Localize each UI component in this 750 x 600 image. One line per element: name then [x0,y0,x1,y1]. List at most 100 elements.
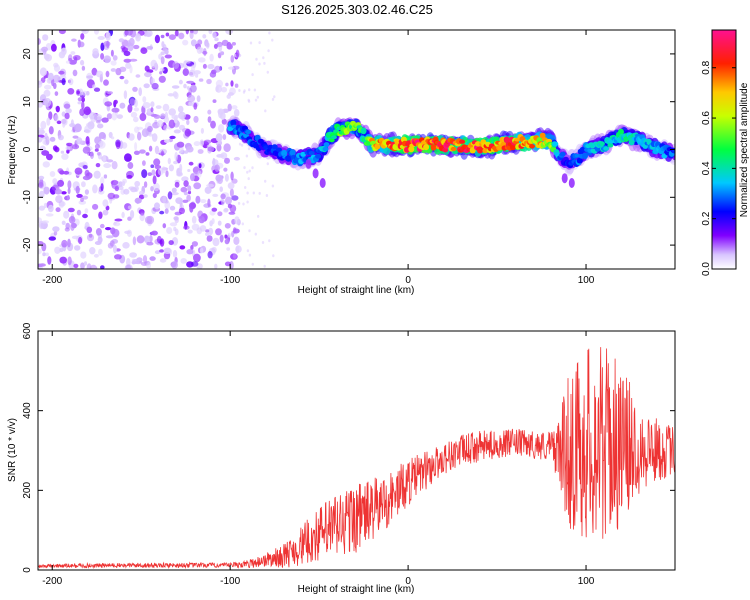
heatmap-cell [82,30,87,33]
heatmap-cell [121,47,128,53]
heatmap-cell [43,97,52,107]
heatmap-cell [603,146,610,151]
heatmap-cell [127,205,133,210]
heatmap-cell [76,90,81,95]
colorbar-ticks: 0.0 0.2 0.4 0.6 0.8 [701,60,736,276]
heatmap-cell [161,166,166,174]
snr-frame [37,330,676,571]
heatmap-cell [173,226,177,232]
heatmap-cell [225,30,234,35]
heatmap-cell [229,204,237,213]
heatmap-cell [208,227,214,236]
heatmap-cell [193,253,201,263]
heatmap-cell [109,240,115,247]
heatmap-cell [165,32,170,37]
heatmap-cell [243,166,246,170]
heatmap-cell [254,232,257,236]
heatmap-cell [159,258,167,263]
heatmap-cell [182,199,189,203]
heatmap-cell [97,123,104,129]
heatmap-cell [110,136,115,140]
heatmap-cell [147,172,152,177]
heatmap-cell [248,88,251,92]
spectrogram-x-label: Height of straight line (km) [298,285,415,296]
heatmap-cell [93,170,101,179]
heatmap-cell [105,227,112,231]
heatmap-cell [146,241,154,246]
heatmap-cell [93,87,101,92]
snr-y-ticks: 0 200 400 600 [22,322,675,573]
heatmap-cell [67,256,72,266]
heatmap-cell [230,171,234,181]
heatmap-cell [230,119,237,127]
heatmap-cell [63,170,70,175]
heatmap-cell [150,101,155,108]
heatmap-cell [219,234,224,242]
spectrogram-y-ticks: -20 -10 0 10 20 [22,48,675,252]
heatmap-cell [163,44,167,53]
heatmap-cell [423,144,430,151]
heatmap-cell [183,180,189,188]
heatmap-cell [258,41,261,45]
heatmap-cell [281,149,288,157]
y-tick-label: 400 [22,402,33,419]
heatmap-cell [130,187,138,193]
heatmap-cell [237,201,241,205]
heatmap-cell [233,236,240,245]
heatmap-cell [183,225,190,230]
heatmap-cell [38,248,42,255]
heatmap-cell [61,47,67,56]
snr-x-ticks: -200 -100 0 100 [42,331,595,587]
heatmap-cell [111,112,118,121]
heatmap-cell [206,42,210,48]
heatmap-cell [242,202,245,206]
heatmap-cell [159,67,165,72]
heatmap-cell [103,174,108,179]
heatmap-cell [51,43,57,52]
heatmap-cell [42,252,46,257]
heatmap-cell [224,173,229,182]
heatmap-cell [61,239,68,248]
heatmap-cell [94,115,98,121]
heatmap-cell [86,91,90,96]
heatmap-cell [172,250,178,258]
heatmap-cell [38,217,42,223]
heatmap-cell [211,159,219,167]
heatmap-cell [190,39,197,47]
heatmap-cell [174,30,179,37]
x-tick-label: -100 [220,576,240,587]
heatmap-cell [218,124,225,133]
heatmap-cell [142,102,151,109]
heatmap-cell [197,39,203,45]
heatmap-cell [145,152,150,156]
heatmap-cell [49,136,56,142]
heatmap-cell [48,126,54,135]
y-tick-label: 600 [22,322,33,339]
heatmap-cell [223,167,228,172]
heatmap-cell [206,235,213,242]
heatmap-cell [559,151,566,157]
heatmap-cell [41,46,48,52]
heatmap-cell [105,32,111,41]
colorbar-gradient [711,29,737,270]
heatmap-cell [66,194,70,201]
heatmap-cell [182,68,189,76]
heatmap-cell [187,185,192,192]
heatmap-cell [229,188,234,198]
snr-y-label: SNR (10 * v/v) [7,418,18,482]
heatmap-cell [197,149,204,154]
heatmap-cell [529,144,535,149]
heatmap-cell [227,103,232,112]
heatmap-cell [54,246,61,254]
heatmap-cell [539,132,546,139]
heatmap-cell [45,252,49,257]
heatmap-cell [223,143,231,153]
heatmap-cell [214,164,220,172]
heatmap-cell [133,116,139,123]
heatmap-cell [189,204,194,213]
heatmap-cell [38,205,46,211]
heatmap-cell [218,43,223,52]
heatmap-cell [319,178,326,188]
heatmap-cell [263,61,266,65]
heatmap-cell [248,169,251,173]
